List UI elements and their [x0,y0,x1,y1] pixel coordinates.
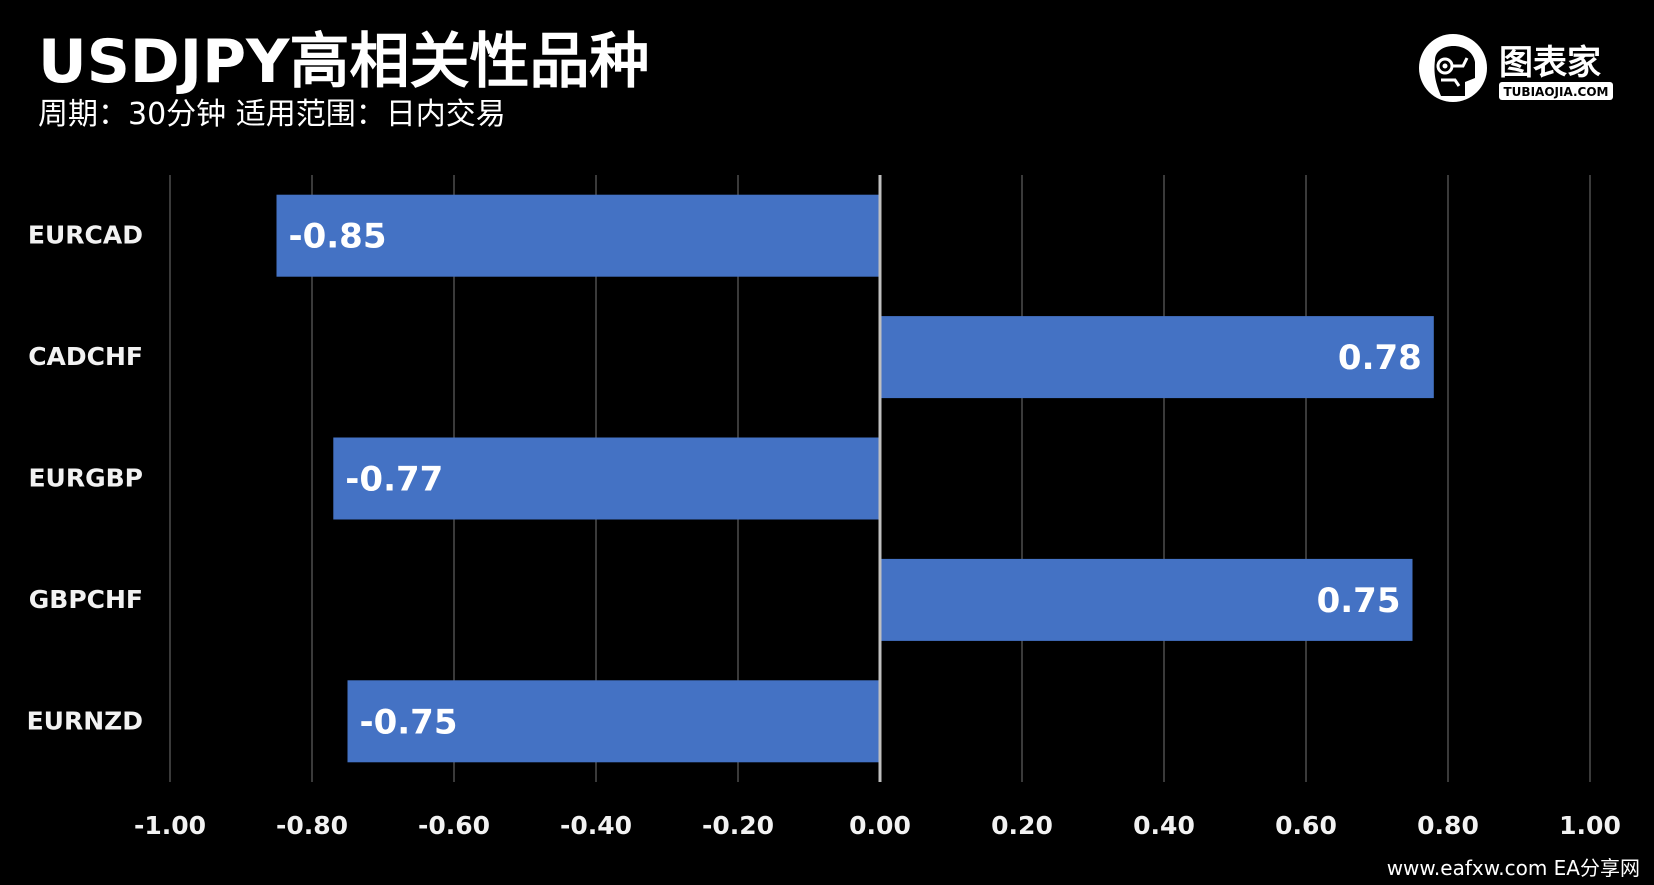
tick-label: -0.60 [418,811,490,840]
tick-label: 1.00 [1559,811,1621,840]
tick-label: 0.40 [1133,811,1195,840]
tick-label: 0.00 [849,811,911,840]
data-label: -0.77 [345,460,443,500]
tick-label: -0.20 [702,811,774,840]
bar [347,680,880,763]
category-label: EURCAD [28,221,143,250]
tick-label: 0.60 [1275,811,1337,840]
category-label: EURGBP [28,464,143,493]
bar [333,437,880,520]
bar [880,316,1434,399]
chart-subtitle: 周期：30分钟 适用范围：日内交易 [38,97,506,132]
category-label: EURNZD [27,706,143,735]
tick-label: -0.80 [276,811,348,840]
category-label: CADCHF [28,342,143,371]
tick-label: 0.80 [1417,811,1479,840]
bar [880,558,1413,641]
logo-domain: TUBIAOJIA.COM [1504,85,1609,99]
robot-head-icon [1419,34,1487,102]
logo-name: 图表家 [1499,43,1601,83]
tick-label: -1.00 [134,811,206,840]
logo: 图表家 TUBIAOJIA.COM [1419,34,1613,102]
category-label: GBPCHF [29,585,143,614]
data-label: -0.75 [360,702,458,742]
data-label: 0.78 [1338,338,1422,378]
tick-label: 0.20 [991,811,1053,840]
tick-label: -0.40 [560,811,632,840]
data-label: 0.75 [1317,581,1401,621]
bar [276,194,880,277]
watermark: www.eafxw.com EA分享网 [1386,856,1640,880]
data-label: -0.85 [289,217,387,257]
chart-title: USDJPY高相关性品种 [38,27,650,97]
